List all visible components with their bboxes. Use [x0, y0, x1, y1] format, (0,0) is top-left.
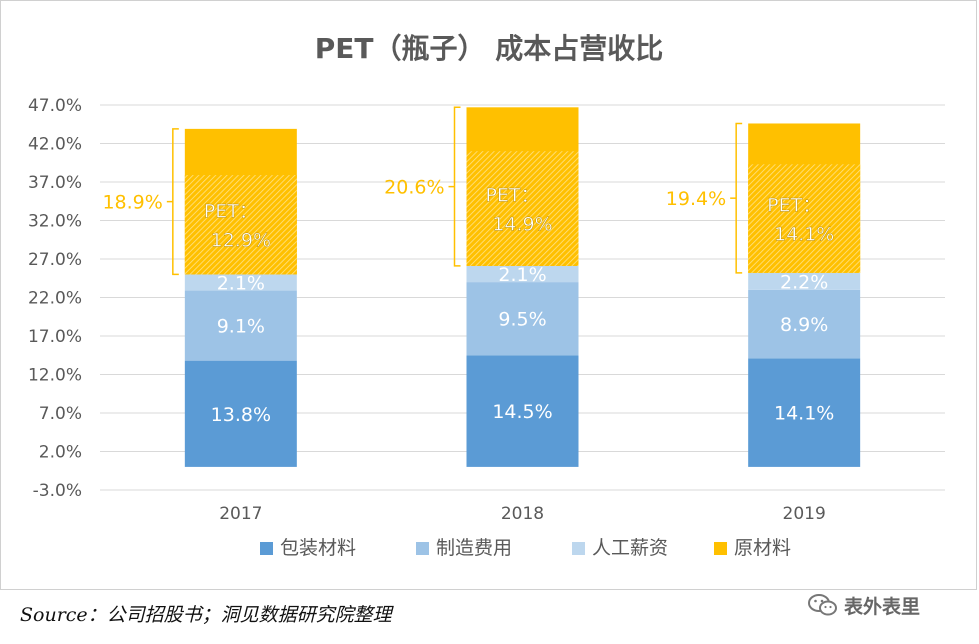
legend-swatch	[714, 542, 727, 555]
bar-segment	[184, 274, 297, 291]
y-tick-label: -3.0%	[33, 481, 82, 501]
raw-material-bracket	[453, 106, 461, 267]
y-tick-label: 12.0%	[28, 366, 82, 386]
source-note: Source：公司招股书；洞见数据研究院整理	[20, 604, 392, 626]
legend-label: 包装材料	[280, 537, 356, 559]
x-tick-label: 2018	[501, 504, 544, 524]
wechat-icon	[808, 594, 837, 616]
bar-segment	[466, 355, 579, 467]
watermark-text: 表外表里	[844, 595, 921, 618]
pet-segment	[748, 164, 861, 273]
y-tick-label: 17.0%	[28, 327, 82, 347]
stacked-bar-chart: -3.0% 2.0% 7.0% 12.0% 17.0% 22.0% 27.0% 32.0% 37…	[28, 32, 945, 559]
pet-label-value: 14.9%	[492, 214, 552, 236]
bar-segment	[466, 282, 579, 356]
pet-label-prefix: PET：	[485, 185, 539, 207]
bar-segment	[748, 272, 861, 290]
y-tick-label: 22.0%	[28, 289, 82, 309]
raw-material-total-label: 18.9%	[102, 192, 162, 214]
pet-segment	[184, 175, 297, 275]
pet-label-value: 12.9%	[211, 230, 271, 252]
legend-label: 原材料	[734, 537, 791, 559]
y-tick-label: 37.0%	[28, 173, 82, 193]
data-label: 2.1%	[217, 272, 265, 294]
raw-material-total-label: 19.4%	[666, 188, 726, 210]
raw-material-total-label: 20.6%	[384, 177, 444, 199]
bar-segment	[748, 358, 861, 467]
y-tick-label: 27.0%	[28, 250, 82, 270]
x-tick-label: 2019	[783, 504, 826, 524]
raw-material-bracket	[735, 122, 743, 274]
data-label: 2.2%	[780, 271, 828, 293]
legend-swatch	[260, 542, 273, 555]
y-tick-label: 42.0%	[28, 135, 82, 155]
y-tick-label: 2.0%	[39, 443, 82, 463]
data-label: 2.1%	[498, 264, 546, 286]
bar-segment	[184, 360, 297, 467]
legend-swatch	[416, 542, 429, 555]
legend-label: 制造费用	[436, 537, 512, 559]
raw-material-bracket	[172, 128, 179, 276]
data-label: 13.8%	[211, 404, 271, 426]
bar-segment	[184, 290, 297, 361]
bar-segment	[466, 265, 579, 283]
watermark: 表外表里	[808, 590, 920, 620]
y-tick-label: 32.0%	[28, 212, 82, 232]
pet-label-prefix: PET：	[204, 201, 258, 223]
data-label: 9.5%	[498, 309, 546, 331]
y-tick-label: 47.0%	[28, 96, 82, 116]
y-tick-label: 7.0%	[39, 404, 82, 424]
legend-swatch	[572, 542, 585, 555]
chart-title: PET（瓶子） 成本占营收比	[315, 32, 664, 65]
data-label: 8.9%	[780, 314, 828, 336]
x-tick-label: 2017	[219, 504, 262, 524]
pet-segment	[466, 151, 579, 266]
pet-label-value: 14.1%	[774, 224, 834, 246]
data-label: 14.5%	[492, 401, 552, 423]
data-label: 9.1%	[217, 316, 265, 338]
bar-segment	[748, 289, 861, 359]
legend-label: 人工薪资	[592, 537, 668, 559]
pet-label-prefix: PET：	[767, 195, 821, 217]
data-label: 14.1%	[774, 403, 834, 425]
